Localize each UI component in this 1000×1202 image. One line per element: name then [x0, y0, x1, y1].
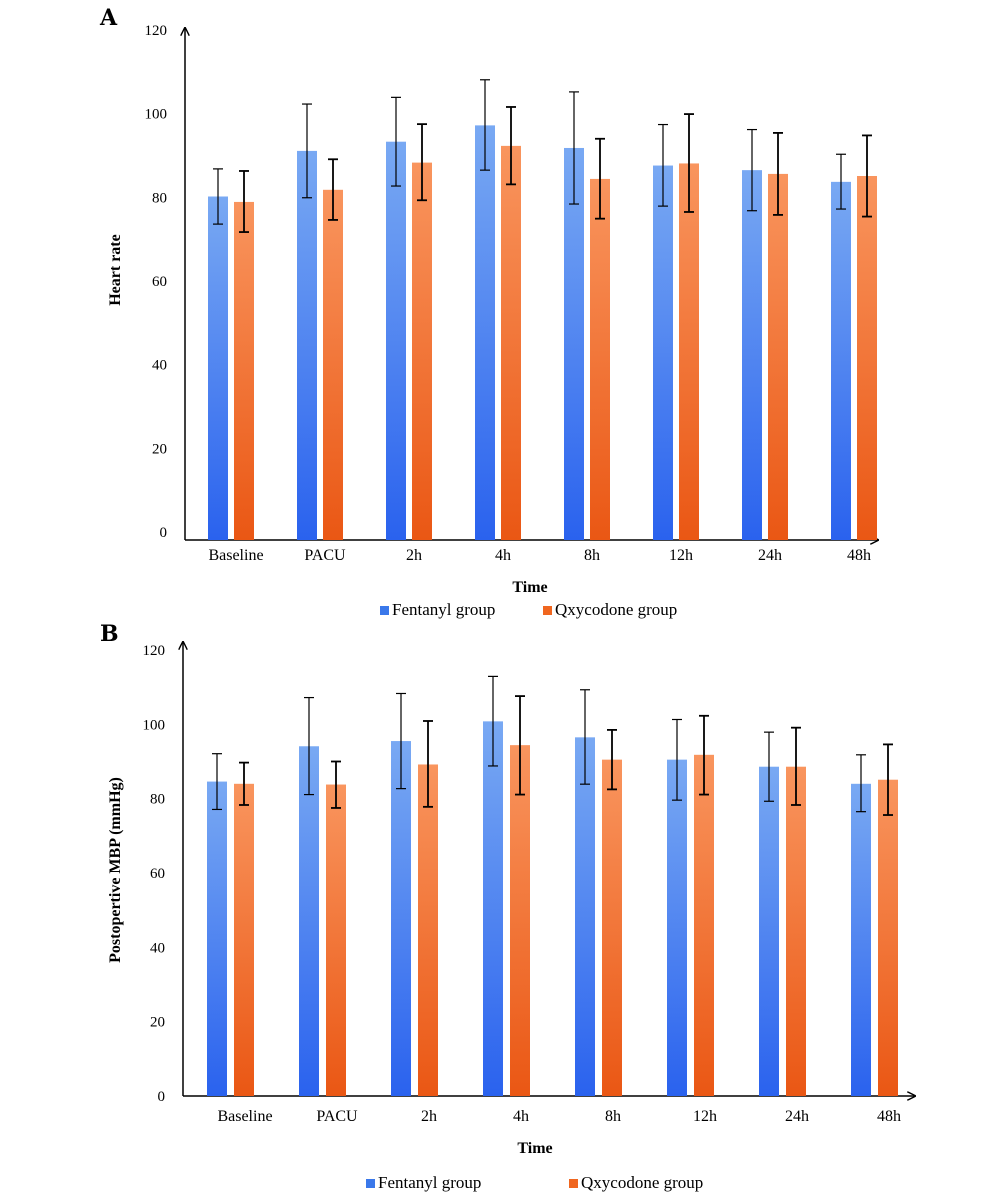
- legend-label: Qxycodone group: [581, 1173, 703, 1192]
- x-axis-title: Time: [512, 579, 547, 596]
- bar-oxycodone-2h: [412, 162, 432, 540]
- bar-fentanyl-pacu: [299, 746, 319, 1096]
- bar-oxycodone-48h: [857, 175, 877, 540]
- bar-fentanyl-24h: [742, 170, 762, 540]
- bar-oxycodone-pacu: [326, 784, 346, 1096]
- bar-oxycodone-8h: [590, 178, 610, 540]
- bar-fentanyl-8h: [575, 737, 595, 1096]
- bar-oxycodone-4h: [501, 145, 521, 540]
- bar-fentanyl-8h: [564, 147, 584, 540]
- bar-oxycodone-baseline: [234, 783, 254, 1096]
- bar-oxycodone-48h: [878, 779, 898, 1096]
- y-tick-label: 40: [152, 358, 167, 374]
- x-tick-label: 48h: [847, 547, 871, 564]
- y-tick-label: 80: [152, 190, 167, 206]
- x-axis-title: Time: [517, 1140, 552, 1157]
- x-tick-label: 12h: [669, 547, 693, 564]
- y-axis-title: Postopertive MBP (mmHg): [107, 777, 124, 963]
- bar-fentanyl-2h: [386, 141, 406, 540]
- bar-oxycodone-pacu: [323, 189, 343, 540]
- y-tick-label: 0: [158, 1089, 166, 1105]
- x-tick-label: PACU: [316, 1108, 358, 1125]
- bar-oxycodone-24h: [786, 766, 806, 1096]
- x-tick-label: 24h: [785, 1108, 809, 1125]
- y-tick-label: 20: [152, 441, 167, 457]
- x-tick-label: PACU: [304, 547, 346, 564]
- bar-oxycodone-4h: [510, 745, 530, 1096]
- panel-label: B: [100, 621, 119, 647]
- y-tick-label: 20: [150, 1015, 165, 1031]
- x-tick-label: 4h: [513, 1108, 529, 1125]
- y-axis-title: Heart rate: [107, 234, 124, 306]
- x-tick-label: 48h: [877, 1108, 901, 1125]
- bar-fentanyl-2h: [391, 741, 411, 1096]
- chart-panel-a: A 0 20 40 60 80 100 120 Baseline PACU 2h 4h 8h 12h 24h…: [99, 5, 878, 619]
- bar-oxycodone-12h: [694, 754, 714, 1096]
- bar-fentanyl-pacu: [297, 150, 317, 541]
- x-tick-label: 8h: [605, 1108, 621, 1125]
- legend-swatch: [543, 606, 552, 615]
- legend-swatch: [569, 1179, 578, 1188]
- bar-fentanyl-48h: [851, 783, 871, 1096]
- bar-fentanyl-12h: [653, 165, 673, 541]
- bar-oxycodone-12h: [679, 163, 699, 540]
- bar-oxycodone-baseline: [234, 201, 254, 540]
- bar-fentanyl-4h: [475, 125, 495, 540]
- y-tick-label: 0: [160, 525, 168, 541]
- legend-label: Fentanyl group: [378, 1173, 481, 1192]
- x-tick-label: 24h: [758, 547, 782, 564]
- x-tick-label: Baseline: [208, 547, 263, 564]
- legend-label: Qxycodone group: [555, 600, 677, 619]
- x-tick-label: 4h: [495, 547, 511, 564]
- bar-fentanyl-baseline: [208, 196, 228, 540]
- bar-fentanyl-baseline: [207, 781, 227, 1096]
- bar-oxycodone-24h: [768, 173, 788, 540]
- bar-fentanyl-48h: [831, 181, 851, 541]
- y-tick-label: 80: [150, 792, 165, 808]
- legend-label: Fentanyl group: [392, 600, 495, 619]
- x-tick-label: 8h: [584, 547, 600, 564]
- y-tick-label: 60: [150, 866, 165, 882]
- y-tick-label: 60: [152, 274, 167, 290]
- panel-label: A: [99, 5, 118, 31]
- legend: Fentanyl group Qxycodone group: [366, 1173, 703, 1192]
- bar-oxycodone-8h: [602, 759, 622, 1096]
- bar-oxycodone-2h: [418, 764, 438, 1096]
- y-tick-label: 120: [145, 23, 168, 39]
- y-tick-label: 100: [143, 717, 166, 733]
- y-tick-label: 100: [145, 107, 168, 123]
- legend: Fentanyl group Qxycodone group: [380, 600, 677, 619]
- y-tick-label: 120: [143, 643, 166, 659]
- legend-swatch: [380, 606, 389, 615]
- bar-fentanyl-12h: [667, 759, 687, 1096]
- x-tick-label: 2h: [421, 1108, 437, 1125]
- legend-swatch: [366, 1179, 375, 1188]
- y-tick-label: 40: [150, 940, 165, 956]
- chart-panel-b: B 0 20 40 60 80 100 120 Baseline PACU 2h 4h 8h 12h 24h…: [100, 621, 915, 1192]
- bar-fentanyl-4h: [483, 721, 503, 1096]
- x-tick-label: Baseline: [217, 1108, 272, 1125]
- x-tick-label: 12h: [693, 1108, 717, 1125]
- bar-fentanyl-24h: [759, 766, 779, 1096]
- x-tick-label: 2h: [406, 547, 422, 564]
